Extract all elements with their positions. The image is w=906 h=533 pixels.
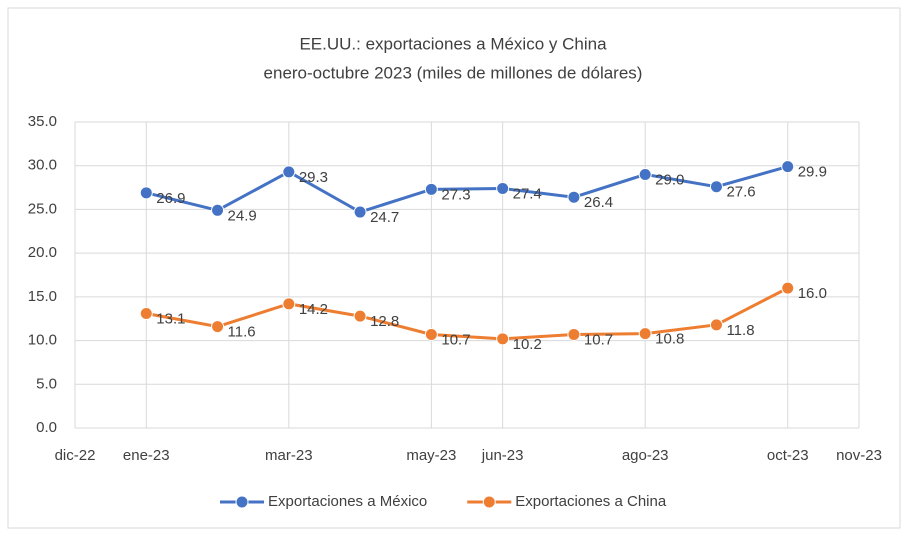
- data-label: 29.0: [655, 171, 684, 188]
- data-point: [282, 297, 296, 311]
- data-point: [709, 180, 723, 194]
- data-label: 11.6: [228, 324, 256, 341]
- data-point: [211, 320, 225, 334]
- data-label: 27.6: [726, 184, 755, 201]
- data-label: 14.2: [299, 301, 328, 318]
- legend-marker: [482, 495, 496, 509]
- x-tick-label: dic-22: [55, 447, 96, 464]
- data-point: [353, 205, 367, 219]
- data-point: [139, 306, 153, 320]
- y-tick-label: 35.0: [28, 113, 57, 130]
- legend-label: Exportaciones a México: [268, 493, 427, 510]
- data-label: 26.4: [584, 194, 613, 211]
- data-label: 24.7: [370, 209, 399, 226]
- x-tick-label: nov-23: [836, 447, 882, 464]
- data-label: 11.8: [726, 322, 754, 339]
- y-tick-label: 5.0: [36, 375, 57, 392]
- legend-marker: [235, 495, 249, 509]
- data-label: 10.8: [655, 331, 684, 348]
- x-tick-label: ene-23: [123, 447, 170, 464]
- chart-title: EE.UU.: exportaciones a México y China: [299, 34, 607, 53]
- data-point: [709, 318, 723, 332]
- data-label: 13.1: [156, 310, 185, 327]
- data-point: [781, 281, 795, 295]
- data-label: 10.2: [513, 336, 542, 353]
- data-point: [211, 203, 225, 217]
- data-label: 24.9: [228, 207, 257, 224]
- data-label: 27.3: [441, 186, 470, 203]
- y-tick-label: 25.0: [28, 200, 57, 217]
- legend-label: Exportaciones a China: [515, 493, 667, 510]
- series-line: [145, 165, 789, 214]
- data-point: [139, 186, 153, 200]
- y-tick-label: 15.0: [28, 288, 57, 305]
- data-label: 16.0: [798, 285, 827, 302]
- x-tick-label: mar-23: [265, 447, 313, 464]
- y-tick-label: 10.0: [28, 332, 57, 349]
- data-label: 26.9: [156, 190, 185, 207]
- data-label: 29.3: [299, 169, 328, 186]
- data-point: [638, 167, 652, 181]
- data-point: [567, 327, 581, 341]
- series-line: [146, 286, 789, 341]
- y-tick-label: 30.0: [28, 157, 57, 174]
- x-tick-label: jun-23: [481, 447, 524, 464]
- chart-subtitle: enero-octubre 2023 (miles de millones de…: [264, 63, 643, 82]
- data-label: 12.8: [370, 313, 399, 330]
- chart-border: [7, 7, 901, 529]
- data-point: [781, 160, 795, 174]
- y-tick-label: 20.0: [28, 244, 57, 261]
- data-point: [424, 327, 438, 341]
- data-point: [567, 190, 581, 204]
- data-point: [496, 332, 510, 346]
- data-point: [353, 309, 367, 323]
- data-label: 27.4: [513, 185, 542, 202]
- x-tick-label: may-23: [406, 447, 456, 464]
- data-point: [424, 182, 438, 196]
- x-tick-label: ago-23: [622, 447, 669, 464]
- data-point: [496, 181, 510, 195]
- data-point: [638, 327, 652, 341]
- data-label: 10.7: [441, 331, 470, 348]
- data-label: 29.9: [798, 164, 827, 181]
- y-tick-label: 0.0: [36, 419, 57, 436]
- data-point: [282, 165, 296, 179]
- data-label: 10.7: [584, 331, 613, 348]
- x-tick-label: oct-23: [767, 447, 809, 464]
